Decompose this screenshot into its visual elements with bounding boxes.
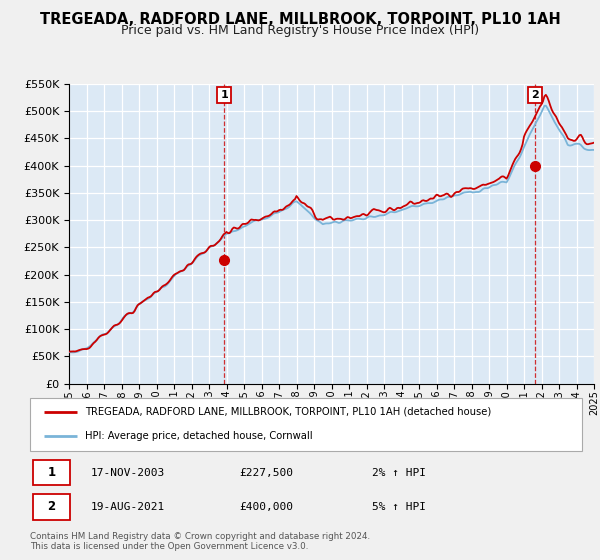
FancyBboxPatch shape — [30, 398, 582, 451]
Text: £400,000: £400,000 — [240, 502, 294, 512]
Text: 2: 2 — [47, 500, 56, 514]
Text: HPI: Average price, detached house, Cornwall: HPI: Average price, detached house, Corn… — [85, 431, 313, 441]
Text: 19-AUG-2021: 19-AUG-2021 — [91, 502, 165, 512]
FancyBboxPatch shape — [33, 494, 70, 520]
Text: 2% ↑ HPI: 2% ↑ HPI — [372, 468, 426, 478]
Text: 1: 1 — [47, 466, 56, 479]
Text: £227,500: £227,500 — [240, 468, 294, 478]
Text: 5% ↑ HPI: 5% ↑ HPI — [372, 502, 426, 512]
Text: This data is licensed under the Open Government Licence v3.0.: This data is licensed under the Open Gov… — [30, 542, 308, 550]
Text: Contains HM Land Registry data © Crown copyright and database right 2024.: Contains HM Land Registry data © Crown c… — [30, 532, 370, 541]
Text: 1: 1 — [221, 90, 228, 100]
Text: 17-NOV-2003: 17-NOV-2003 — [91, 468, 165, 478]
Text: TREGEADA, RADFORD LANE, MILLBROOK, TORPOINT, PL10 1AH: TREGEADA, RADFORD LANE, MILLBROOK, TORPO… — [40, 12, 560, 27]
Text: 2: 2 — [531, 90, 539, 100]
Text: Price paid vs. HM Land Registry's House Price Index (HPI): Price paid vs. HM Land Registry's House … — [121, 24, 479, 36]
FancyBboxPatch shape — [33, 460, 70, 486]
Text: TREGEADA, RADFORD LANE, MILLBROOK, TORPOINT, PL10 1AH (detached house): TREGEADA, RADFORD LANE, MILLBROOK, TORPO… — [85, 407, 491, 417]
